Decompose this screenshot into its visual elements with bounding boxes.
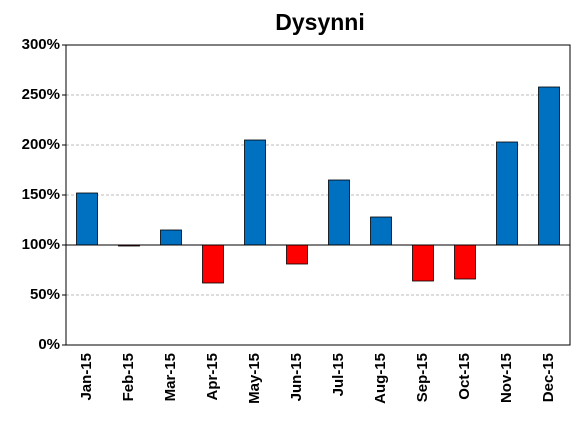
y-tick-label: 100% bbox=[22, 236, 60, 253]
y-tick-label: 50% bbox=[30, 286, 60, 303]
bar bbox=[244, 139, 266, 246]
y-tick-label: 150% bbox=[22, 186, 60, 203]
y-tick-label: 0% bbox=[38, 336, 60, 353]
y-tick-label: 200% bbox=[22, 136, 60, 153]
bar bbox=[496, 141, 518, 246]
bar bbox=[412, 244, 434, 282]
bar bbox=[202, 244, 224, 284]
bar bbox=[160, 229, 182, 246]
x-tick-label: Sep-15 bbox=[414, 353, 431, 402]
bar bbox=[538, 86, 560, 246]
x-tick-label: Jul-15 bbox=[330, 353, 347, 396]
y-tick-label: 250% bbox=[22, 86, 60, 103]
x-tick-label: Aug-15 bbox=[372, 353, 389, 404]
bar bbox=[286, 244, 308, 265]
bar bbox=[328, 179, 350, 246]
x-tick-label: Oct-15 bbox=[456, 353, 473, 400]
x-tick-label: Dec-15 bbox=[540, 353, 557, 402]
x-tick-label: Nov-15 bbox=[498, 353, 515, 403]
x-tick-label: Feb-15 bbox=[120, 353, 137, 401]
y-tick-label: 300% bbox=[22, 36, 60, 53]
x-tick-label: Jan-15 bbox=[78, 353, 95, 401]
x-tick-label: May-15 bbox=[246, 353, 263, 404]
x-tick-label: Mar-15 bbox=[162, 353, 179, 401]
plot-border bbox=[65, 44, 571, 346]
bar bbox=[76, 192, 98, 246]
bar bbox=[454, 244, 476, 280]
bar bbox=[370, 216, 392, 246]
x-tick-label: Jun-15 bbox=[288, 353, 305, 401]
chart-title: Dysynni bbox=[275, 9, 364, 35]
x-tick-label: Apr-15 bbox=[204, 353, 221, 401]
